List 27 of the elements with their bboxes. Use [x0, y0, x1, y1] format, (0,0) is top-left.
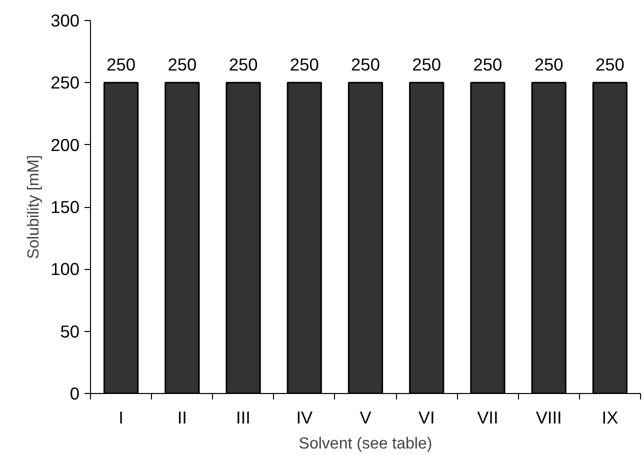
- x-tick-label: VI: [418, 408, 435, 428]
- y-tick-label: 150: [50, 197, 80, 217]
- data-label: 250: [473, 54, 502, 75]
- y-tick-label: 200: [50, 134, 80, 155]
- x-tick-label: VII: [477, 408, 498, 428]
- x-tick-label: VIII: [536, 408, 562, 428]
- x-tick-label: III: [236, 408, 251, 428]
- data-label: 250: [534, 54, 564, 75]
- data-label: 250: [106, 54, 136, 75]
- y-tick-label: 250: [50, 72, 80, 93]
- data-label: 250: [228, 54, 258, 75]
- y-tick-label: 0: [70, 384, 80, 404]
- x-tick-label: IX: [602, 408, 619, 428]
- data-label: 250: [412, 54, 442, 75]
- data-label: 250: [290, 54, 319, 75]
- x-tick-label: IV: [296, 408, 314, 428]
- x-axis-title: Solvent (see table): [298, 436, 432, 452]
- x-tick-label: II: [177, 408, 187, 428]
- y-axis-title: Solubility [mM]: [26, 154, 43, 260]
- x-tick-label: I: [118, 408, 124, 428]
- x-tick-label: V: [360, 408, 372, 428]
- data-label: 250: [351, 54, 380, 75]
- y-tick-label: 300: [50, 10, 80, 30]
- y-tick-label: 50: [60, 321, 80, 342]
- data-label: 250: [595, 54, 624, 75]
- y-tick-label: 100: [50, 259, 80, 280]
- data-label: 250: [168, 54, 197, 75]
